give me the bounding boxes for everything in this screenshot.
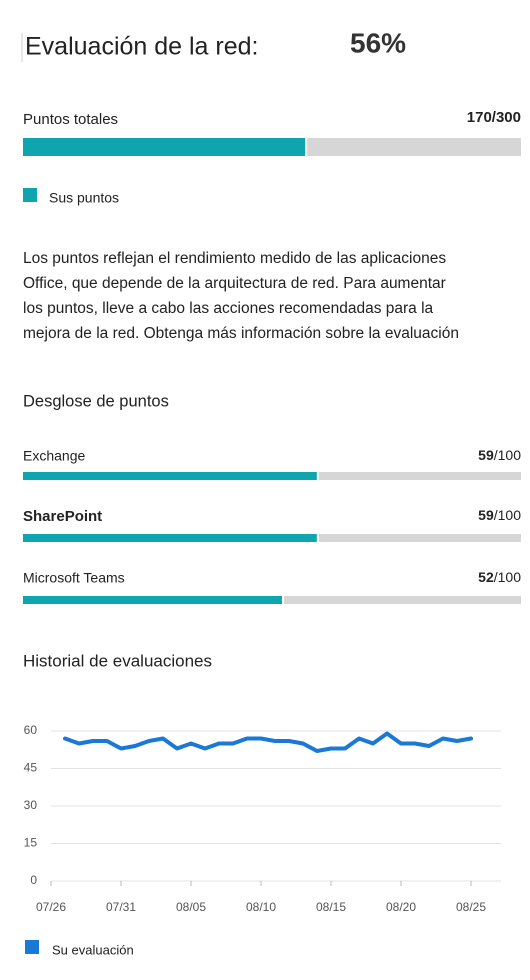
- item-score: 59/100: [478, 507, 521, 523]
- legend-label: Su evaluación: [52, 942, 134, 957]
- score: 59: [478, 507, 494, 523]
- score: 56%: [350, 27, 406, 58]
- x-tick-label: 08/10: [246, 900, 276, 914]
- legend-label: Sus puntos: [49, 190, 119, 206]
- total-value: 170/300: [467, 109, 521, 126]
- desc-line: Office, que depende de la arquitectura d…: [23, 275, 446, 292]
- x-tick-label: 08/20: [386, 900, 416, 914]
- item-score: 59/100: [478, 447, 521, 463]
- line: [63, 731, 473, 753]
- title: Evaluación de la red:: [25, 33, 258, 61]
- bar: [23, 534, 317, 542]
- x-tick-label: 07/26: [36, 900, 66, 914]
- y-tick-label: 15: [24, 836, 38, 850]
- score: 52: [478, 569, 494, 585]
- y-tick-label: 45: [24, 761, 38, 775]
- y-tick-label: 30: [24, 798, 38, 812]
- chart-title: Historial de evaluaciones: [23, 651, 212, 670]
- x-tick-label: 08/15: [316, 900, 346, 914]
- legend-swatch: [23, 188, 37, 202]
- total-label: Puntos totales: [23, 111, 118, 128]
- y-tick-label: 60: [24, 723, 38, 737]
- max: /100: [494, 447, 521, 463]
- bar-rest: [283, 596, 521, 604]
- item-name: Microsoft Teams: [23, 570, 125, 586]
- desc-line: Los puntos reflejan el rendimiento medid…: [23, 250, 446, 267]
- item-score: 52/100: [478, 569, 521, 585]
- desc-line: mejora de la red. Obtenga más informació…: [23, 325, 459, 342]
- bar-rest: [307, 138, 521, 156]
- y-tick-label: 0: [30, 873, 37, 887]
- item-name: SharePoint: [23, 508, 102, 525]
- item-name: Exchange: [23, 448, 85, 464]
- x-tick-label: 08/25: [456, 900, 486, 914]
- max: /100: [494, 507, 521, 523]
- bar-rest: [318, 472, 521, 480]
- bar: [23, 472, 317, 480]
- legend-swatch: [25, 940, 39, 954]
- bar: [23, 596, 282, 604]
- section-title: Desglose de puntos: [23, 392, 169, 410]
- bar-rest: [318, 534, 521, 542]
- desc-line: los puntos, lleve a cabo las acciones re…: [23, 300, 434, 317]
- max: /100: [494, 569, 521, 585]
- score: 59: [478, 447, 494, 463]
- x-tick-label: 08/05: [176, 900, 206, 914]
- x-tick-label: 07/31: [106, 900, 136, 914]
- bar: [23, 138, 306, 156]
